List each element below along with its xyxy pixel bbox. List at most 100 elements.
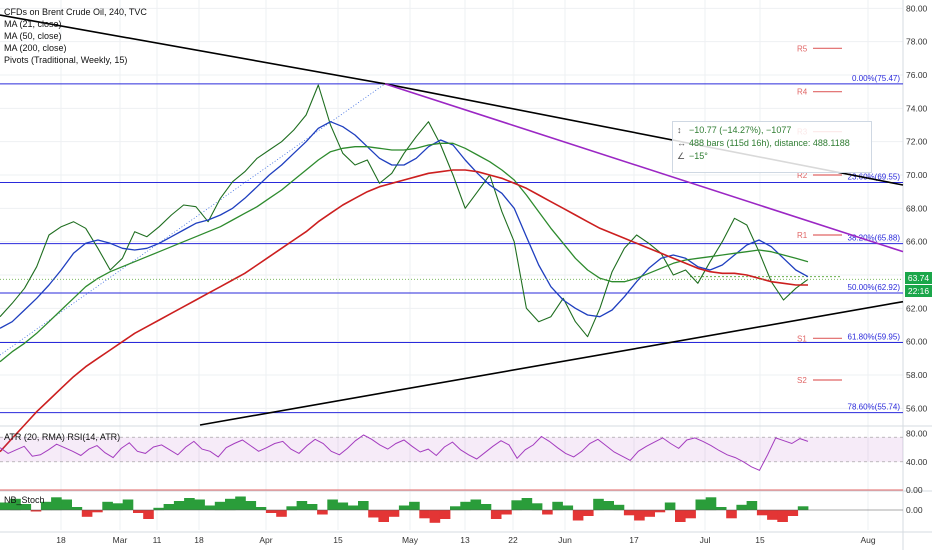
- fib-label-0: 0.00%(75.47): [852, 74, 900, 83]
- stoch-bar-57: [583, 510, 594, 516]
- pivot-label-r5: R5: [797, 44, 808, 53]
- fib-label-3: 50.00%(62.92): [848, 283, 901, 292]
- stoch-bar-17: [173, 501, 185, 510]
- x-tick-2: 11: [153, 535, 162, 545]
- stoch-bar-77: [787, 510, 799, 516]
- stoch-bar-72: [736, 504, 747, 511]
- stoch-bar-13: [133, 510, 144, 513]
- stoch-bar-9: [92, 510, 103, 513]
- stoch-bar-65: [664, 502, 676, 510]
- stoch-bar-64: [654, 510, 666, 513]
- last-price-badge: 63.74: [905, 272, 932, 284]
- x-tick-10: 17: [629, 535, 639, 545]
- fib-label-5: 78.60%(55.74): [848, 403, 901, 412]
- stoch-bar-35: [358, 501, 369, 510]
- stoch-bar-62: [634, 510, 645, 521]
- stoch-bar-14: [143, 510, 154, 519]
- stoch-bar-51: [521, 498, 533, 510]
- stoch-bar-54: [552, 501, 563, 511]
- stoch-bar-61: [623, 510, 635, 516]
- stoch-bar-67: [685, 510, 696, 519]
- stoch-bar-6: [61, 499, 72, 510]
- stoch-bar-44: [450, 506, 461, 511]
- rsi-tick-0: 80.00: [906, 429, 928, 439]
- stoch-bar-25: [255, 507, 267, 510]
- stoch-bar-16: [163, 504, 175, 510]
- stoch-bar-56: [572, 510, 584, 521]
- stoch-bar-21: [214, 501, 226, 511]
- y-tick-9: 62.00: [906, 303, 928, 313]
- fib-label-4: 61.80%(59.95): [848, 333, 901, 342]
- trendline-lower: [199, 300, 904, 426]
- stoch-bar-31: [317, 510, 328, 515]
- stoch-bar-75: [767, 510, 778, 520]
- stoch-bar-28: [286, 506, 297, 511]
- stoch-bar-12: [122, 499, 134, 510]
- stoch-bar-71: [726, 510, 737, 519]
- x-tick-11: Jul: [700, 535, 711, 545]
- stoch-bar-2: [20, 504, 32, 510]
- range-icon: ↕: [677, 125, 682, 135]
- pivot-label-s2: S2: [797, 376, 807, 385]
- measure-bars: 488 bars (115d 16h), distance: 488.1188: [689, 138, 850, 148]
- stoch-bar-3: [30, 510, 42, 512]
- x-tick-5: 15: [333, 535, 343, 545]
- y-tick-0: 80.00: [906, 3, 928, 13]
- stoch-bar-60: [613, 504, 625, 511]
- symbol-title: CFDs on Brent Crude Oil, 240, TVC: [4, 7, 147, 17]
- stoch-bar-53: [542, 510, 553, 515]
- x-tick-4: Apr: [259, 535, 272, 545]
- stoch-bar-4: [40, 501, 52, 511]
- fib-trendline: [0, 83, 386, 356]
- stoch-bar-45: [460, 501, 471, 511]
- rsi-tick-1: 40.00: [906, 457, 928, 467]
- stoch-bar-8: [81, 510, 93, 517]
- pivot-label-r1: R1: [797, 231, 808, 240]
- stoch-bar-70: [715, 507, 727, 510]
- stoch-bar-32: [327, 499, 338, 510]
- x-tick-3: 18: [194, 535, 204, 545]
- bar-countdown-badge: 22:16: [905, 285, 932, 297]
- measure-price-change: −10.77 (−14.27%), −1077: [689, 125, 792, 135]
- stoch-bar-27: [276, 510, 287, 517]
- pivot-label-r4: R4: [797, 88, 808, 97]
- stoch-bar-66: [675, 510, 686, 522]
- y-tick-2: 76.00: [906, 70, 928, 80]
- stoch-bar-41: [419, 510, 430, 519]
- rsi-line: [0, 434, 809, 471]
- x-tick-13: Aug: [860, 535, 875, 545]
- stoch-bar-1: [10, 498, 21, 511]
- stoch-bar-68: [695, 499, 707, 510]
- stoch-bar-74: [756, 510, 768, 516]
- x-tick-0: 18: [56, 535, 66, 545]
- stoch-bar-23: [235, 496, 246, 510]
- fib-label-2: 38.20%(65.88): [848, 234, 901, 243]
- stoch-bar-37: [378, 510, 389, 522]
- stoch-bar-63: [644, 510, 655, 517]
- bars-icon: ↔: [677, 138, 686, 148]
- y-tick-3: 74.00: [906, 103, 928, 113]
- stoch-bar-42: [429, 510, 441, 523]
- stoch-bar-7: [71, 507, 83, 510]
- stoch-bar-11: [112, 503, 124, 511]
- stoch-bar-19: [194, 499, 205, 510]
- y-tick-4: 72.00: [906, 137, 928, 147]
- x-tick-1: Mar: [113, 535, 128, 545]
- fib-label-1: 23.60%(69.55): [848, 173, 901, 182]
- stoch-bar-15: [153, 507, 164, 511]
- x-tick-7: 13: [460, 535, 470, 545]
- y-tick-10: 60.00: [906, 337, 928, 347]
- angle-icon: ∠: [677, 151, 686, 161]
- stoch-bar-59: [603, 501, 614, 510]
- legend-ma50: MA (50, close): [4, 31, 62, 41]
- trendline-channel: [384, 83, 904, 253]
- stoch-bar-48: [490, 510, 502, 519]
- stoch-bar-5: [51, 497, 62, 511]
- stoch-bar-50: [511, 500, 522, 511]
- stoch-bar-33: [337, 502, 349, 510]
- stoch-bar-30: [306, 504, 318, 510]
- y-tick-6: 68.00: [906, 203, 928, 213]
- pivot-label-s1: S1: [797, 334, 807, 343]
